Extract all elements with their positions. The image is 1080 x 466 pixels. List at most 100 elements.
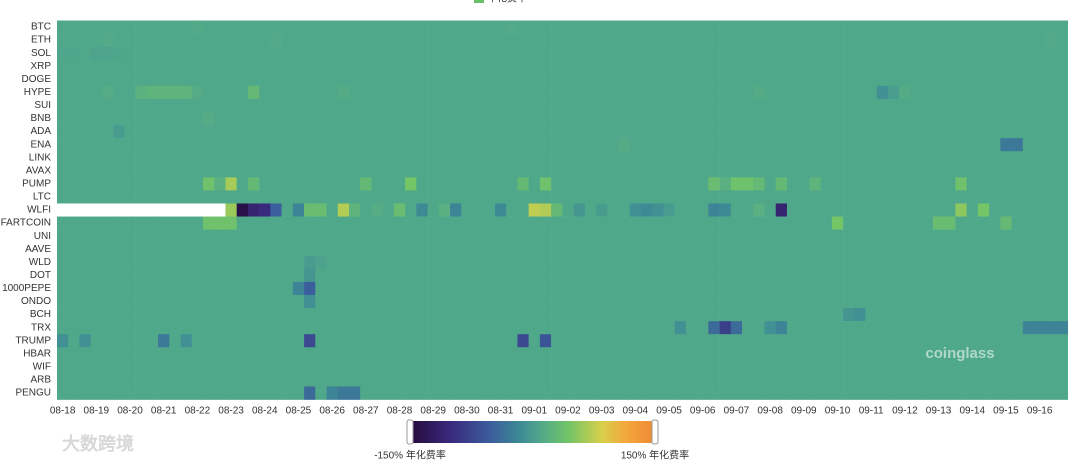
heat-cell [438, 125, 451, 139]
heat-cell [831, 386, 844, 400]
heat-cell [337, 59, 350, 74]
heat-cell [68, 138, 80, 152]
heat-cell [775, 59, 788, 74]
heat-cell [180, 125, 193, 139]
heat-cell [427, 281, 440, 296]
heat-cell [315, 151, 327, 165]
heat-cell [101, 59, 114, 74]
heat-cell [1056, 268, 1068, 283]
heat-cell [674, 334, 687, 348]
heat-cell [472, 72, 485, 87]
heat-cell [798, 347, 810, 361]
heat-cell [191, 216, 204, 230]
heat-cell [506, 229, 518, 243]
heat-cell [551, 151, 563, 165]
heat-cell [584, 334, 597, 348]
heat-cell [371, 46, 383, 61]
heat-cell [337, 242, 350, 257]
heat-cell [1011, 242, 1024, 257]
heat-cell [360, 268, 372, 283]
heat-cell [876, 308, 889, 322]
heat-cell [584, 373, 597, 387]
heat-cell [921, 20, 934, 34]
heat-cell [820, 216, 833, 230]
heat-cell [472, 20, 485, 34]
heat-cell [775, 321, 788, 335]
heat-cell [494, 177, 507, 191]
heat-cell [798, 255, 810, 270]
heat-cell [371, 125, 383, 139]
heat-cell [259, 386, 271, 400]
heat-cell [1056, 98, 1068, 113]
heat-cell [101, 125, 114, 139]
heat-cell [640, 177, 653, 191]
heat-cell [304, 33, 316, 47]
heat-cell [483, 46, 496, 61]
heat-cell [663, 308, 675, 322]
heat-cell [955, 138, 967, 152]
heat-cell [405, 203, 417, 217]
heat-cell [169, 125, 181, 139]
heat-cell [483, 138, 496, 152]
heat-cell [596, 20, 608, 34]
heat-cell [955, 164, 967, 178]
heat-cell [1034, 85, 1046, 100]
heat-cell [932, 216, 945, 230]
heat-cell [79, 360, 91, 374]
x-tick-label: 09-16 [1027, 406, 1053, 417]
heat-cell [236, 373, 249, 387]
heat-cell [1011, 59, 1024, 74]
heat-cell [989, 255, 1001, 270]
heat-cell [180, 177, 193, 191]
heat-cell [786, 229, 799, 243]
heat-cell [113, 111, 125, 126]
heat-cell [326, 138, 339, 152]
heat-cell [1034, 177, 1046, 191]
heat-cell [618, 347, 631, 361]
heat-cell [158, 46, 170, 61]
heat-cell [450, 294, 462, 309]
heat-cell [775, 334, 788, 348]
heat-cell [506, 360, 518, 374]
heat-cell [618, 20, 631, 34]
heat-cell [831, 20, 844, 34]
heat-cell [685, 294, 698, 309]
heat-cell [371, 347, 383, 361]
heat-cell [304, 59, 316, 74]
heat-cell [57, 85, 69, 100]
heat-cell [562, 138, 574, 152]
heat-cell [640, 373, 653, 387]
heat-cell [68, 321, 80, 335]
heat-cell [517, 59, 529, 74]
heat-cell [1045, 20, 1057, 34]
heat-cell [57, 111, 69, 126]
heat-cell [438, 308, 451, 322]
heat-cell [798, 125, 810, 139]
heat-cell [158, 268, 170, 283]
heat-cell [663, 125, 675, 139]
heat-cell [528, 229, 541, 243]
heat-cell [113, 229, 125, 243]
heat-cell [955, 33, 967, 47]
heat-cell [539, 98, 552, 113]
heat-cell [843, 111, 855, 126]
colorbar [410, 421, 655, 443]
heat-cell [315, 334, 327, 348]
heat-cell [528, 33, 541, 47]
heat-cell [528, 151, 541, 165]
heat-cell [124, 85, 136, 100]
heat-cell [551, 321, 563, 335]
heat-cell [483, 229, 496, 243]
heat-cell [405, 373, 417, 387]
x-tick-label: 08-29 [420, 406, 446, 417]
heat-cell [259, 151, 271, 165]
y-tick-label: AVAX [26, 165, 52, 176]
heat-cell [247, 386, 260, 400]
heat-cell [180, 85, 193, 100]
heat-cell [719, 190, 732, 204]
heat-cell [270, 308, 282, 322]
heat-cell [1000, 281, 1012, 296]
heat-cell [304, 334, 316, 348]
heat-cell [348, 98, 361, 113]
heat-cell [730, 138, 743, 152]
